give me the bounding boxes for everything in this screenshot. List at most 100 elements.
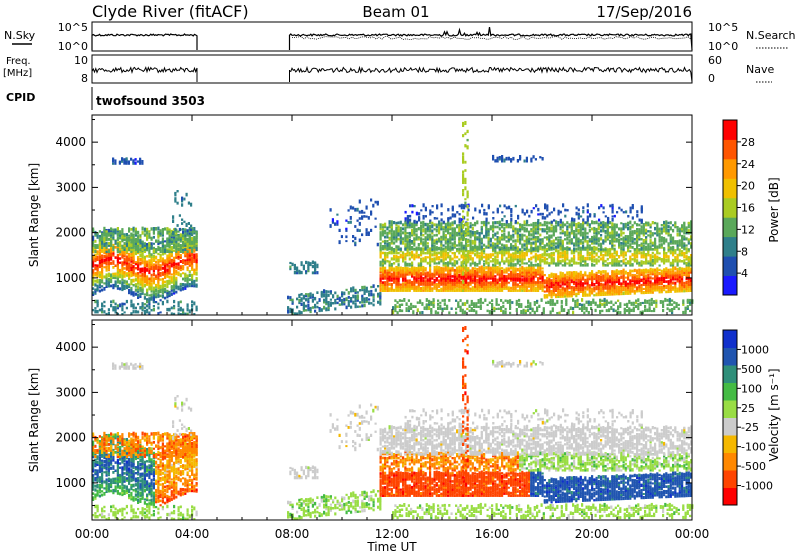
power-cell <box>402 227 405 231</box>
power-cell <box>420 288 423 292</box>
power-cell <box>597 277 600 280</box>
power-cell <box>188 227 191 231</box>
power-cell <box>534 249 537 253</box>
power-cell <box>188 252 191 255</box>
nave-tick-low: 0 <box>708 72 715 85</box>
power-cell <box>559 231 562 235</box>
power-cell <box>588 290 591 295</box>
power-cell <box>530 243 533 247</box>
power-cell <box>537 245 540 249</box>
power-cell <box>460 249 463 253</box>
power-cell <box>130 255 133 259</box>
power-cell <box>451 234 454 237</box>
freq-tick-low: 8 <box>81 72 88 85</box>
power-cell <box>453 233 456 237</box>
power-cell <box>449 281 452 284</box>
power-cell <box>157 312 160 315</box>
power-cell <box>642 227 645 231</box>
power-cell <box>424 272 427 276</box>
power-cell <box>447 238 450 241</box>
power-cell <box>606 278 609 282</box>
power-cell <box>451 224 454 227</box>
power-cell <box>501 259 504 263</box>
power-cell <box>121 233 124 237</box>
power-cell <box>546 285 549 289</box>
power-cell <box>636 279 639 283</box>
power-cell <box>591 220 594 225</box>
power-cell <box>191 273 194 277</box>
power-cell <box>94 267 97 271</box>
power-cell <box>143 280 146 284</box>
power-cell <box>182 234 185 237</box>
power-cell <box>388 244 391 249</box>
power-cell <box>123 261 126 266</box>
power-cell <box>121 261 124 265</box>
power-cell <box>397 289 400 292</box>
power-cell <box>157 263 160 266</box>
power-cell <box>600 257 603 261</box>
power-cell <box>523 282 526 286</box>
power-cell <box>390 262 393 267</box>
power-cell <box>397 221 400 225</box>
power-cell <box>647 273 650 278</box>
power-cell <box>645 257 648 261</box>
power-cell <box>314 269 317 273</box>
power-cell <box>191 240 194 243</box>
power-cell <box>386 271 389 276</box>
power-cell <box>687 278 690 282</box>
power-cell <box>168 253 171 257</box>
power-cell <box>444 263 447 267</box>
power-cell <box>534 221 537 225</box>
power-cell <box>474 243 477 247</box>
power-cell <box>179 287 182 290</box>
power-cell <box>480 249 483 253</box>
power-cell <box>586 276 589 281</box>
power-cell <box>548 280 551 285</box>
power-cell <box>456 244 459 247</box>
power-cell <box>505 257 508 261</box>
power-cell <box>656 273 659 276</box>
power-cell <box>685 247 688 251</box>
power-cell <box>485 276 488 280</box>
power-cell <box>146 275 149 278</box>
power-cell <box>669 285 672 289</box>
power-cell <box>663 261 666 265</box>
power-cell <box>187 222 190 225</box>
power-cell <box>458 265 461 270</box>
power-cell <box>415 273 418 276</box>
power-cell <box>478 276 481 280</box>
power-cell <box>98 272 101 277</box>
power-cell <box>406 271 409 274</box>
power-cell <box>611 288 614 292</box>
power-cell <box>193 238 196 241</box>
power-cell <box>438 231 441 235</box>
power-cell <box>433 272 436 276</box>
power-cell <box>636 244 639 247</box>
power-cell <box>161 273 164 276</box>
power-cell <box>399 238 402 243</box>
power-cell <box>168 275 171 279</box>
power-cell <box>516 229 519 233</box>
power-cell <box>365 286 368 291</box>
power-cell <box>139 158 142 163</box>
power-cell <box>98 259 101 262</box>
power-cell <box>642 233 645 237</box>
power-cell <box>654 237 657 241</box>
power-cell <box>690 254 693 257</box>
power-cell <box>426 245 429 249</box>
power-cell <box>609 292 612 296</box>
power-cell <box>492 245 495 249</box>
power-cell <box>173 259 176 263</box>
power-cell <box>370 210 373 214</box>
power-cell <box>539 283 542 286</box>
power-cell <box>674 256 677 259</box>
power-cell <box>640 225 643 229</box>
power-cell <box>570 238 573 241</box>
power-cell <box>417 243 420 247</box>
power-cell <box>141 291 144 295</box>
power-cell <box>591 252 594 257</box>
power-cell <box>523 248 526 251</box>
power-cell <box>440 250 443 255</box>
power-cell <box>458 242 461 245</box>
power-cell <box>613 229 616 233</box>
